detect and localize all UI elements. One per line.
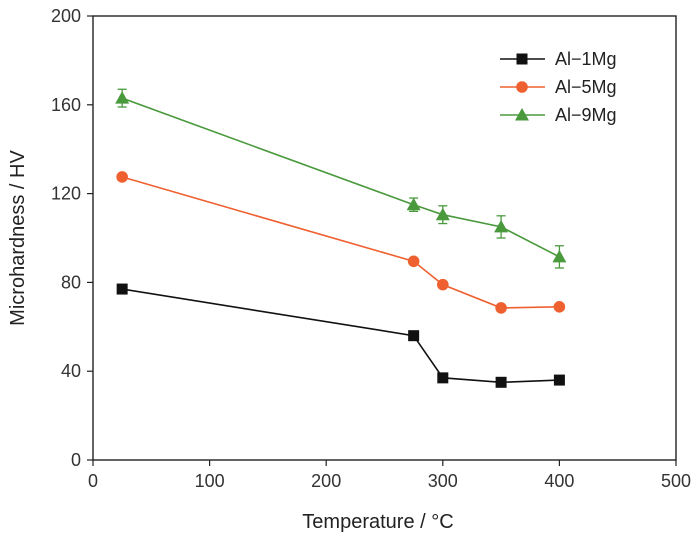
- y-tick-label: 80: [61, 272, 81, 292]
- x-tick-label: 300: [428, 471, 458, 491]
- series-line: [121, 97, 560, 258]
- data-point: [553, 301, 566, 313]
- x-tick-label: 100: [195, 471, 225, 491]
- series-2: [116, 171, 566, 314]
- data-point: [437, 278, 449, 291]
- legend-marker: [515, 108, 529, 121]
- data-point: [495, 302, 507, 314]
- data-point: [494, 219, 509, 233]
- data-point: [552, 249, 567, 263]
- data-point: [495, 376, 507, 388]
- data-point: [406, 197, 421, 211]
- legend-label: Al−5Mg: [555, 77, 617, 97]
- legend-label: Al−1Mg: [555, 49, 617, 69]
- series-line: [121, 176, 560, 309]
- data-point: [115, 91, 130, 104]
- y-tick-label: 0: [71, 450, 81, 470]
- legend-marker: [516, 81, 528, 93]
- y-tick-label: 120: [51, 184, 81, 204]
- data-point: [435, 207, 450, 221]
- legend-label: Al−9Mg: [555, 105, 617, 125]
- series-layer: [115, 88, 567, 388]
- data-point: [553, 374, 565, 386]
- x-tick-label: 0: [88, 471, 98, 491]
- legend-entry: Al−9Mg: [500, 105, 617, 125]
- y-tick-label: 200: [51, 6, 81, 26]
- legend-entry: Al−5Mg: [500, 77, 617, 97]
- plot-frame: [92, 15, 677, 461]
- data-point: [116, 171, 128, 183]
- data-point: [407, 255, 420, 268]
- x-tick-label: 400: [544, 471, 574, 491]
- x-axis-title: Temperature / °C: [302, 511, 453, 533]
- y-tick-label: 160: [51, 95, 81, 115]
- x-tick-label: 200: [311, 471, 341, 491]
- legend-marker: [516, 53, 528, 65]
- data-point: [437, 372, 449, 384]
- series-line: [122, 288, 560, 384]
- x-tick-label: 500: [661, 471, 691, 491]
- plot-border: [92, 15, 677, 461]
- legend: Al−1Mg Al−5Mg Al−9Mg: [500, 49, 617, 125]
- data-point: [408, 330, 420, 342]
- series-3: [115, 88, 567, 269]
- y-axis-title: Microhardness / HV: [7, 150, 29, 326]
- legend-entry: Al−1Mg: [500, 49, 617, 69]
- series-1: [116, 283, 565, 388]
- data-point: [116, 283, 128, 295]
- ticks: 0 100 200 300 400 500 0 40 80 120 160 200: [51, 6, 691, 491]
- y-tick-label: 40: [61, 361, 81, 381]
